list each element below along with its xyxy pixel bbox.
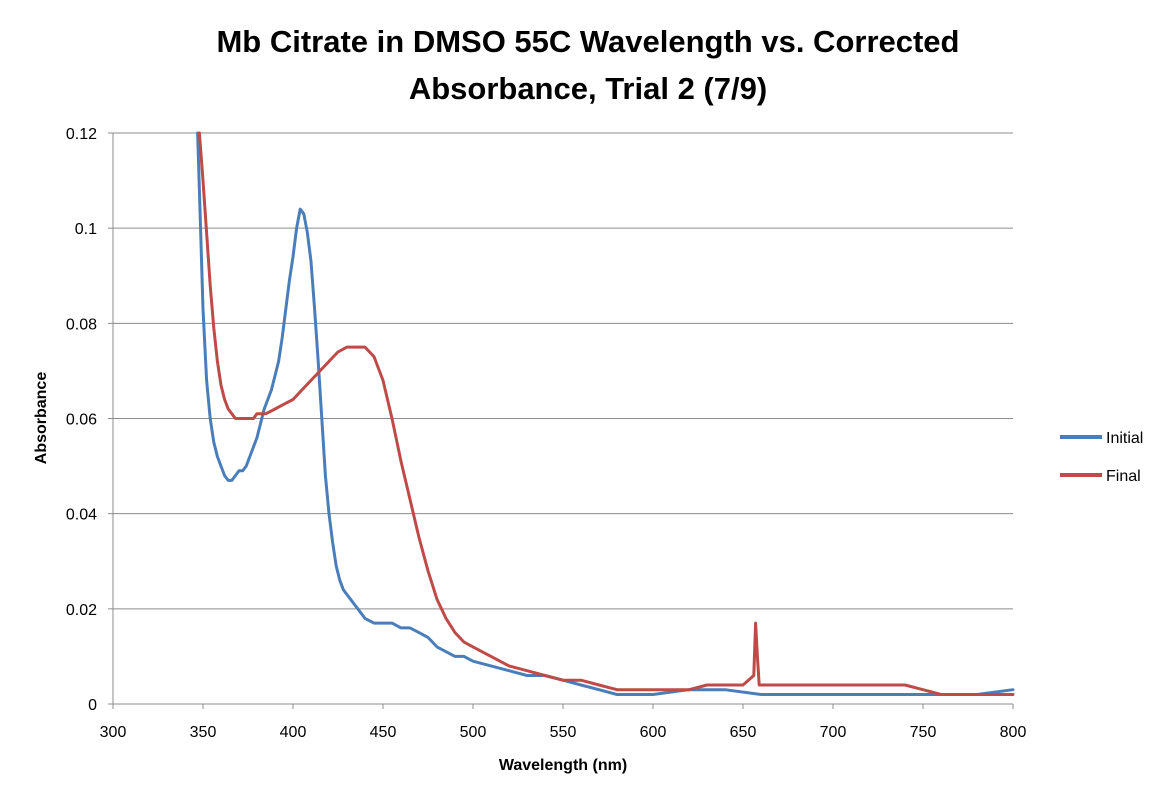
x-tick-label: 450 (370, 724, 397, 741)
x-tick-label: 750 (910, 724, 937, 741)
x-tick-label: 800 (1000, 724, 1027, 741)
y-tick-label: 0.04 (66, 507, 97, 524)
y-tick-label: 0.02 (66, 602, 97, 619)
chart-title-line-2: Absorbance, Trial 2 (7/9) (409, 71, 767, 106)
chart-title-line-1: Mb Citrate in DMSO 55C Wavelength vs. Co… (216, 24, 959, 59)
x-tick-label: 500 (460, 724, 487, 741)
x-tick-label: 400 (280, 724, 307, 741)
y-tick-labels: 0 0.02 0.04 0.06 0.08 0.1 0.12 (66, 126, 97, 714)
x-tick-label: 700 (820, 724, 847, 741)
axes (108, 132, 1014, 709)
plot-series (196, 131, 1015, 696)
x-axis-title: Wavelength (nm) (499, 757, 627, 774)
y-tick-label: 0 (88, 697, 97, 714)
series-line-final (197, 131, 1015, 696)
x-tick-label: 600 (640, 724, 667, 741)
y-tick-label: 0.1 (75, 221, 97, 238)
legend-label-final: Final (1106, 468, 1141, 485)
y-tick-label: 0.06 (66, 412, 97, 429)
y-axis-title: Absorbance (33, 372, 50, 465)
legend-label-initial: Initial (1106, 430, 1143, 447)
x-tick-label: 550 (550, 724, 577, 741)
y-tick-label: 0.12 (66, 126, 97, 143)
x-tick-labels: 300 350 400 450 500 550 600 650 700 750 800 (100, 724, 1027, 741)
legend: Initial Final (1060, 430, 1143, 485)
y-tick-label: 0.08 (66, 316, 97, 333)
x-tick-label: 300 (100, 724, 127, 741)
x-tick-label: 650 (730, 724, 757, 741)
x-tick-label: 350 (190, 724, 217, 741)
series-line-initial (196, 131, 1015, 696)
